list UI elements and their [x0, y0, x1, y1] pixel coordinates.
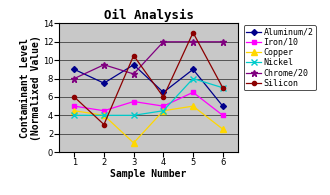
- Chrome/20: [132, 73, 136, 75]
- Line: Copper: Copper: [72, 103, 225, 146]
- Iron/10: [72, 105, 76, 107]
- Iron/10: [191, 91, 195, 94]
- Aluminum/2: [102, 82, 106, 84]
- X-axis label: Sample Number: Sample Number: [110, 169, 187, 179]
- Aluminum/2: [132, 64, 136, 66]
- Chrome/20: [221, 41, 225, 43]
- Aluminum/2: [72, 68, 76, 71]
- Aluminum/2: [191, 68, 195, 71]
- Nickel: [191, 77, 195, 80]
- Silicon: [161, 96, 165, 98]
- Silicon: [72, 96, 76, 98]
- Nickel: [132, 114, 136, 116]
- Copper: [191, 105, 195, 107]
- Aluminum/2: [161, 91, 165, 94]
- Nickel: [221, 87, 225, 89]
- Iron/10: [132, 100, 136, 103]
- Chrome/20: [72, 77, 76, 80]
- Copper: [102, 114, 106, 116]
- Silicon: [191, 31, 195, 34]
- Line: Chrome/20: Chrome/20: [71, 38, 226, 82]
- Chrome/20: [102, 64, 106, 66]
- Legend: Aluminum/2, Iron/10, Copper, Nickel, Chrome/20, Silicon: Aluminum/2, Iron/10, Copper, Nickel, Chr…: [244, 25, 316, 90]
- Line: Silicon: Silicon: [72, 30, 225, 127]
- Title: Oil Analysis: Oil Analysis: [104, 9, 193, 22]
- Copper: [72, 110, 76, 112]
- Silicon: [102, 123, 106, 126]
- Silicon: [132, 54, 136, 57]
- Y-axis label: Contaminant Level
(Normalixed Value): Contaminant Level (Normalixed Value): [19, 35, 41, 141]
- Aluminum/2: [221, 105, 225, 107]
- Chrome/20: [161, 41, 165, 43]
- Chrome/20: [191, 41, 195, 43]
- Copper: [132, 142, 136, 144]
- Line: Aluminum/2: Aluminum/2: [72, 63, 225, 108]
- Iron/10: [161, 105, 165, 107]
- Iron/10: [221, 114, 225, 116]
- Nickel: [161, 110, 165, 112]
- Line: Nickel: Nickel: [72, 76, 225, 118]
- Copper: [221, 128, 225, 130]
- Copper: [161, 110, 165, 112]
- Line: Iron/10: Iron/10: [72, 90, 225, 117]
- Iron/10: [102, 110, 106, 112]
- Nickel: [72, 114, 76, 116]
- Nickel: [102, 114, 106, 116]
- Silicon: [221, 87, 225, 89]
